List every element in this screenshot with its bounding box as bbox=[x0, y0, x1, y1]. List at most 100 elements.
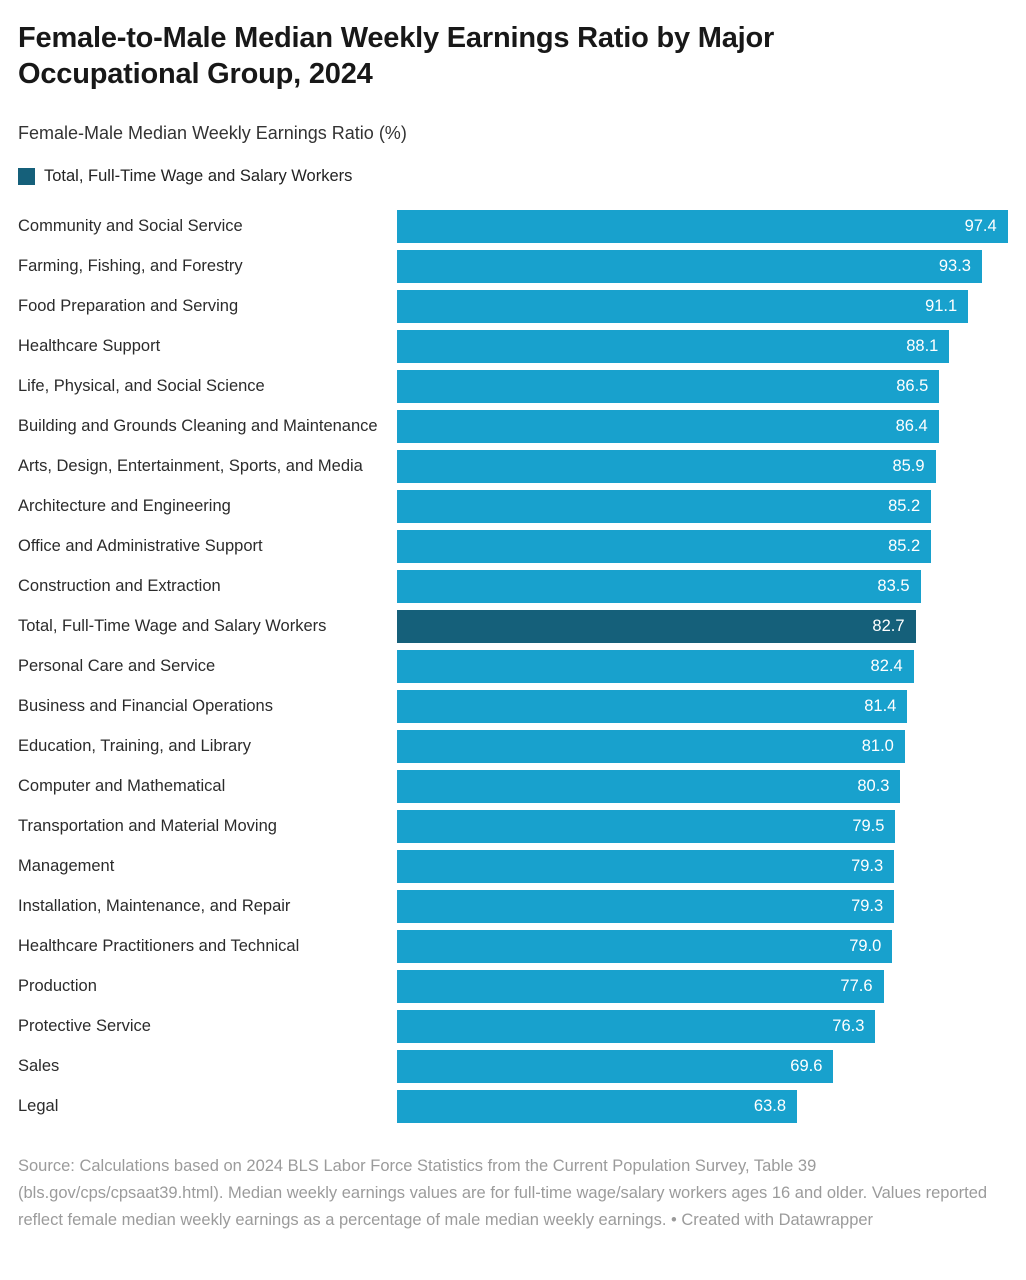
chart-row: Education, Training, and Library 81.0 bbox=[18, 730, 1024, 763]
bar[interactable]: 81.4 bbox=[397, 690, 908, 723]
bar-value-label: 97.4 bbox=[964, 217, 997, 235]
category-label: Healthcare Support bbox=[18, 337, 161, 355]
bar-value-label: 79.0 bbox=[849, 937, 882, 955]
bar-track: 77.6 bbox=[397, 970, 1024, 1003]
bar-value-label: 86.5 bbox=[896, 377, 929, 395]
chart-row: Transportation and Material Moving 79.5 bbox=[18, 810, 1024, 843]
bar-value-label: 80.3 bbox=[857, 777, 890, 795]
category-label: Installation, Maintenance, and Repair bbox=[18, 897, 291, 915]
category-label: Management bbox=[18, 857, 115, 875]
chart-row: Arts, Design, Entertainment, Sports, and… bbox=[18, 450, 1024, 483]
bar[interactable]: 69.6 bbox=[397, 1050, 834, 1083]
category-label: Sales bbox=[18, 1057, 60, 1075]
bar-track: 85.9 bbox=[397, 450, 1024, 483]
bar[interactable]: 91.1 bbox=[397, 290, 969, 323]
bar[interactable]: 80.3 bbox=[397, 770, 901, 803]
bar-value-label: 91.1 bbox=[925, 297, 958, 315]
bar[interactable]: 63.8 bbox=[397, 1090, 798, 1123]
bar-value-label: 85.2 bbox=[888, 497, 921, 515]
chart-row: Protective Service 76.3 bbox=[18, 1010, 1024, 1043]
bar-value-label: 81.4 bbox=[864, 697, 897, 715]
bar[interactable]: 85.9 bbox=[397, 450, 936, 483]
legend-swatch-icon bbox=[18, 168, 35, 185]
chart-row: Production 77.6 bbox=[18, 970, 1024, 1003]
category-label: Business and Financial Operations bbox=[18, 697, 273, 715]
bar-value-label: 82.4 bbox=[870, 657, 903, 675]
bar[interactable]: 85.2 bbox=[397, 490, 932, 523]
category-label: Education, Training, and Library bbox=[18, 737, 251, 755]
bar-chart: Community and Social Service 97.4 Farming,… bbox=[18, 210, 1026, 1123]
category-label: Total, Full-Time Wage and Salary Workers bbox=[18, 617, 327, 635]
chart-row: Farming, Fishing, and Forestry 93.3 bbox=[18, 250, 1024, 283]
chart-row: Healthcare Support 88.1 bbox=[18, 330, 1024, 363]
bar[interactable]: 85.2 bbox=[397, 530, 932, 563]
chart-row: Management 79.3 bbox=[18, 850, 1024, 883]
bar-value-label: 88.1 bbox=[906, 337, 939, 355]
chart-row: Installation, Maintenance, and Repair 79.… bbox=[18, 890, 1024, 923]
bar-track: 79.3 bbox=[397, 890, 1024, 923]
chart-row: Construction and Extraction 83.5 bbox=[18, 570, 1024, 603]
category-label: Architecture and Engineering bbox=[18, 497, 231, 515]
bar[interactable]: 83.5 bbox=[397, 570, 921, 603]
bar[interactable]: 79.3 bbox=[397, 890, 895, 923]
legend-label: Total, Full-Time Wage and Salary Workers bbox=[44, 167, 353, 185]
bar-value-label: 69.6 bbox=[790, 1057, 823, 1075]
category-label: Personal Care and Service bbox=[18, 657, 216, 675]
category-label: Life, Physical, and Social Science bbox=[18, 377, 265, 395]
category-label: Computer and Mathematical bbox=[18, 777, 226, 795]
bar-value-label: 76.3 bbox=[832, 1017, 865, 1035]
bar-track: 79.3 bbox=[397, 850, 1024, 883]
category-label: Building and Grounds Cleaning and Mainte… bbox=[18, 417, 378, 435]
bar-highlighted[interactable]: 82.7 bbox=[397, 610, 916, 643]
bar[interactable]: 79.5 bbox=[397, 810, 896, 843]
chart-row: Business and Financial Operations 81.4 bbox=[18, 690, 1024, 723]
source-note: Source: Calculations based on 2024 BLS L… bbox=[18, 1157, 988, 1229]
bar-track: 85.2 bbox=[397, 530, 1024, 563]
bar-value-label: 79.5 bbox=[852, 817, 885, 835]
bar[interactable]: 76.3 bbox=[397, 1010, 876, 1043]
bar-track: 82.7 bbox=[397, 610, 1024, 643]
bar[interactable]: 93.3 bbox=[397, 250, 982, 283]
bar-track: 93.3 bbox=[397, 250, 1024, 283]
bar[interactable]: 79.3 bbox=[397, 850, 895, 883]
chart-row: Sales 69.6 bbox=[18, 1050, 1024, 1083]
bar-value-label: 85.9 bbox=[892, 457, 925, 475]
bar-value-label: 85.2 bbox=[888, 537, 921, 555]
category-label: Farming, Fishing, and Forestry bbox=[18, 257, 243, 275]
bar[interactable]: 79.0 bbox=[397, 930, 893, 963]
bar-track: 97.4 bbox=[397, 210, 1024, 243]
bar-track: 86.5 bbox=[397, 370, 1024, 403]
category-label: Protective Service bbox=[18, 1017, 151, 1035]
bar-value-label: 79.3 bbox=[851, 897, 884, 915]
chart-row: Architecture and Engineering 85.2 bbox=[18, 490, 1024, 523]
bar[interactable]: 86.5 bbox=[397, 370, 940, 403]
bar[interactable]: 88.1 bbox=[397, 330, 950, 363]
bar-value-label: 82.7 bbox=[872, 617, 905, 635]
bar[interactable]: 81.0 bbox=[397, 730, 905, 763]
chart-row: Community and Social Service 97.4 bbox=[18, 210, 1024, 243]
bar[interactable]: 97.4 bbox=[397, 210, 1008, 243]
bar[interactable]: 86.4 bbox=[397, 410, 939, 443]
bar-track: 85.2 bbox=[397, 490, 1024, 523]
chart-row: Healthcare Practitioners and Technical 79… bbox=[18, 930, 1024, 963]
bar-value-label: 93.3 bbox=[938, 257, 971, 275]
bar-value-label: 79.3 bbox=[851, 857, 884, 875]
bar[interactable]: 77.6 bbox=[397, 970, 884, 1003]
category-label: Arts, Design, Entertainment, Sports, and… bbox=[18, 457, 363, 475]
category-label: Production bbox=[18, 977, 97, 995]
chart-row: Office and Administrative Support 85.2 bbox=[18, 530, 1024, 563]
bar-value-label: 77.6 bbox=[840, 977, 873, 995]
bar-track: 76.3 bbox=[397, 1010, 1024, 1043]
bar-track: 79.0 bbox=[397, 930, 1024, 963]
bar-track: 81.0 bbox=[397, 730, 1024, 763]
category-label: Transportation and Material Moving bbox=[18, 817, 277, 835]
bar[interactable]: 82.4 bbox=[397, 650, 914, 683]
bar-track: 63.8 bbox=[397, 1090, 1024, 1123]
bar-track: 81.4 bbox=[397, 690, 1024, 723]
chart-title: Female-to-Male Median Weekly Earnings Ra… bbox=[18, 22, 775, 90]
bar-value-label: 86.4 bbox=[895, 417, 928, 435]
legend: Total, Full-Time Wage and Salary Workers bbox=[18, 167, 1026, 186]
category-label: Construction and Extraction bbox=[18, 577, 221, 595]
chart-subtitle: Female-Male Median Weekly Earnings Ratio… bbox=[18, 123, 407, 143]
chart-row: Food Preparation and Serving 91.1 bbox=[18, 290, 1024, 323]
